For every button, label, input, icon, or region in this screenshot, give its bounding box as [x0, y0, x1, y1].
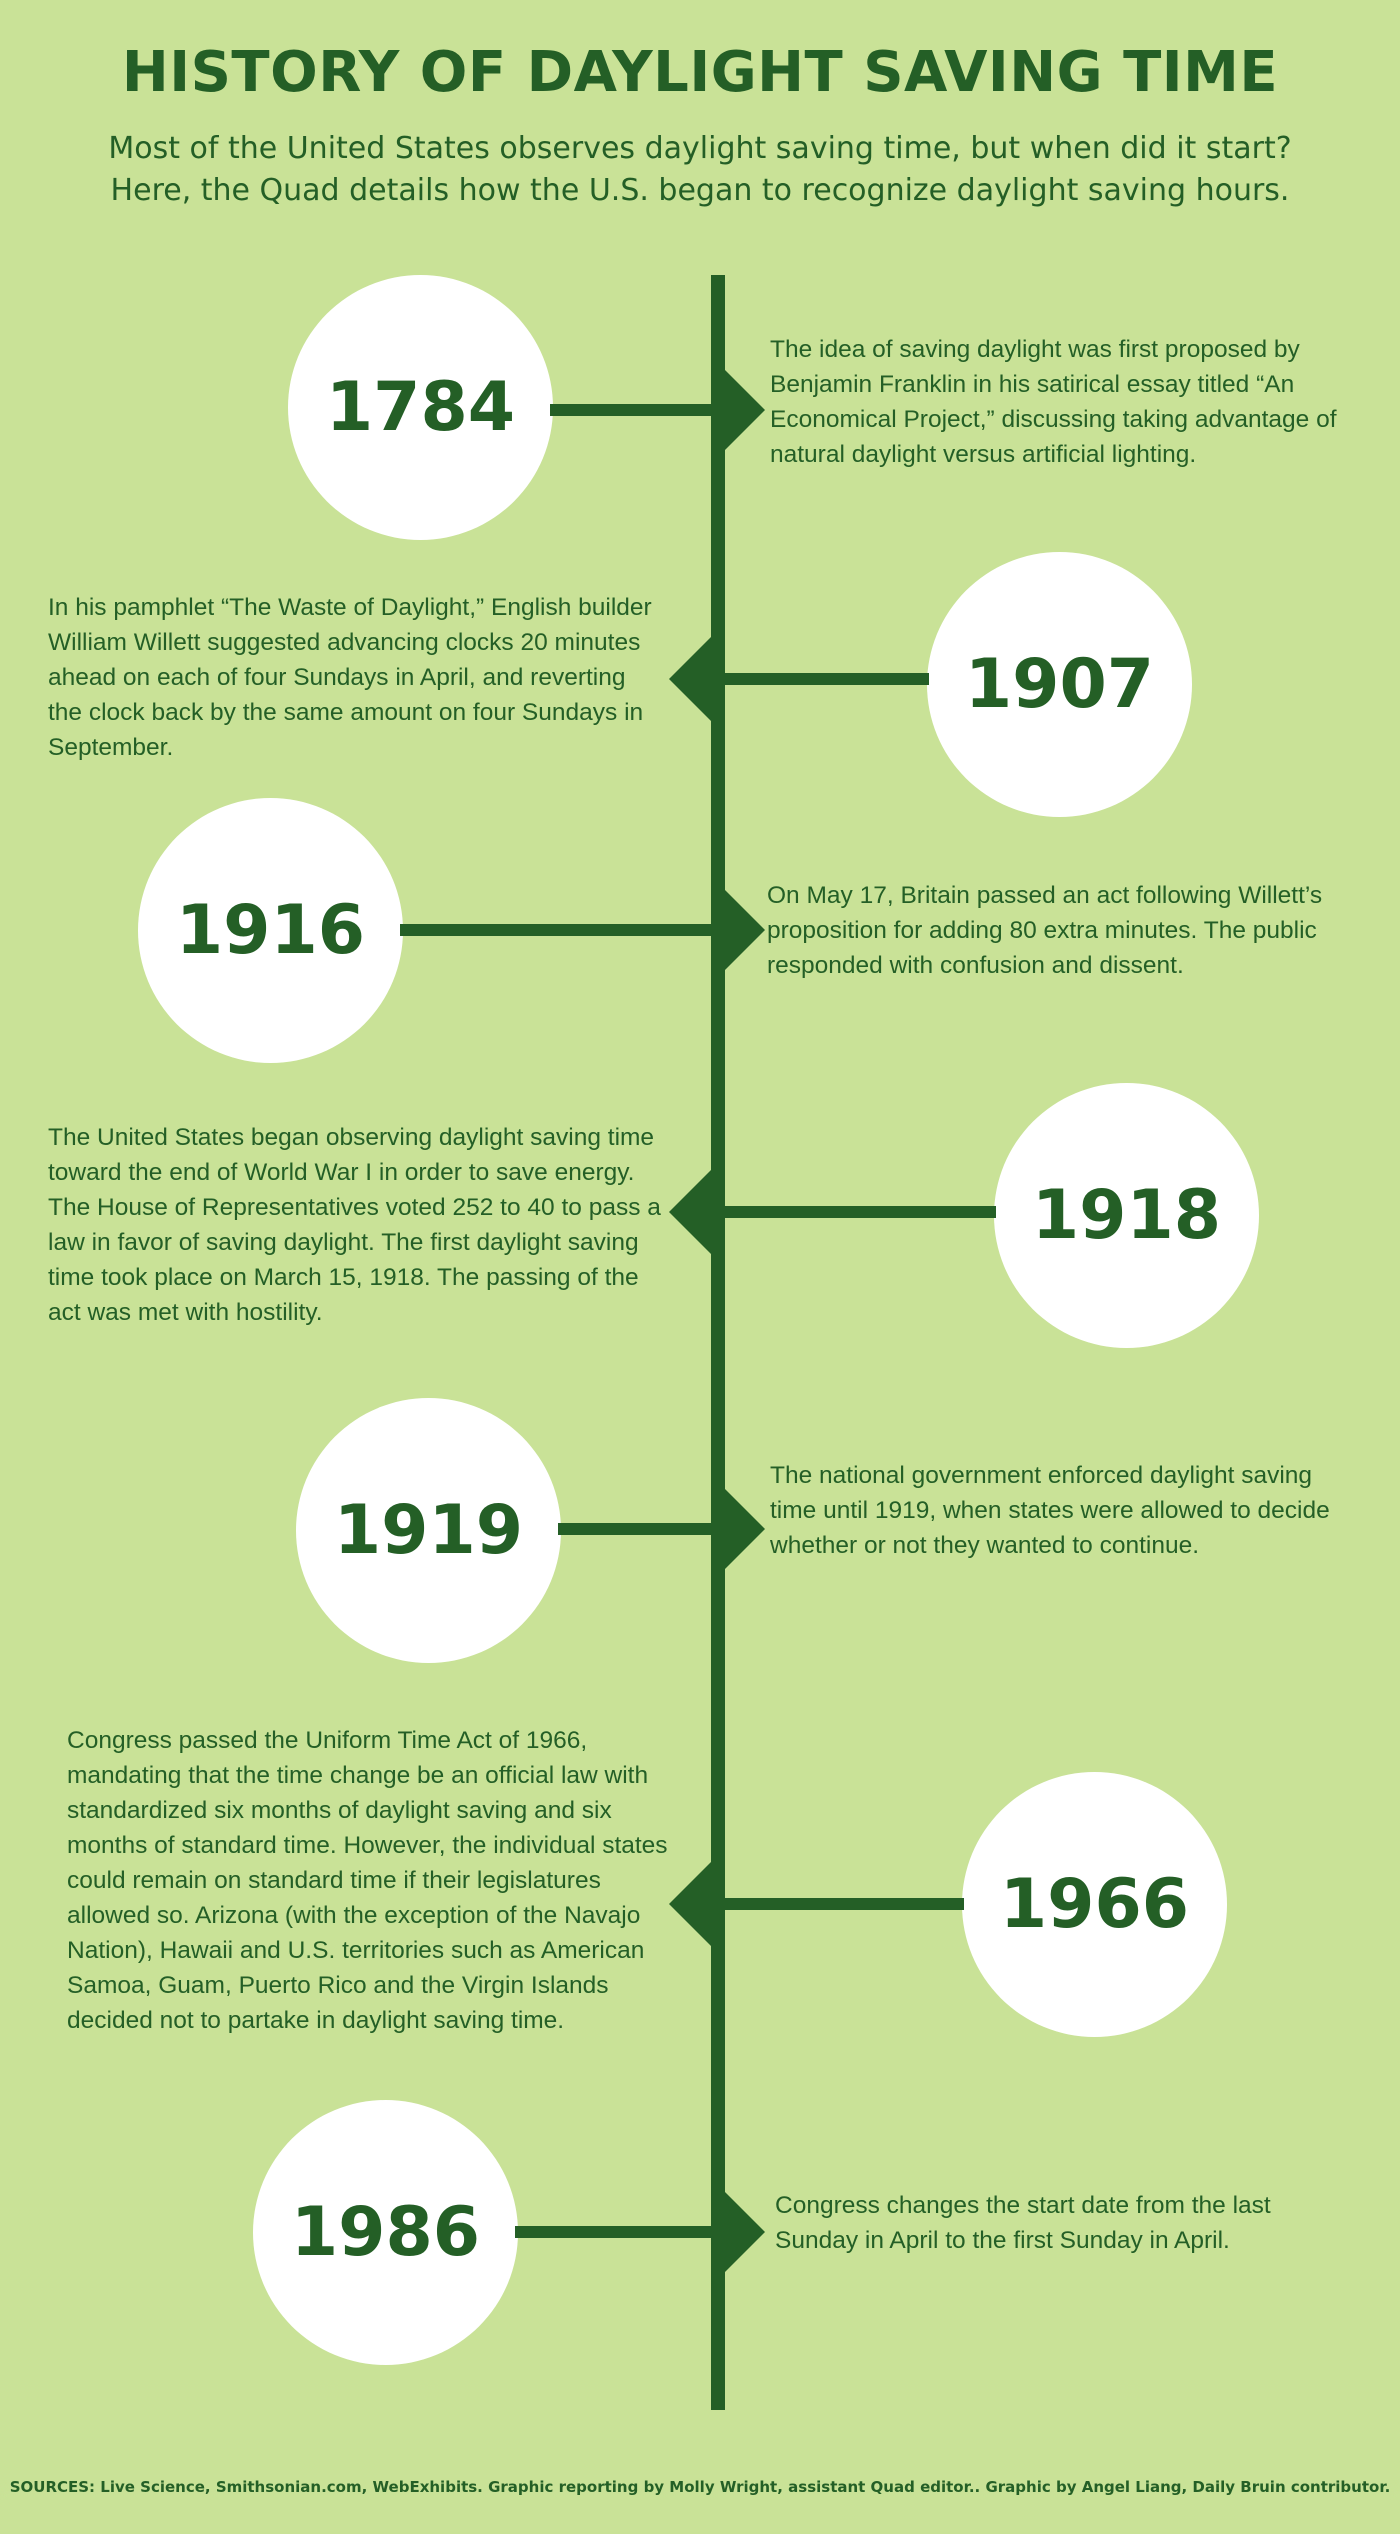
timeline-axis — [711, 275, 725, 2410]
event-description: The United States began observing daylig… — [48, 1124, 661, 1326]
event-description: Congress passed the Uniform Time Act of … — [67, 1727, 668, 2034]
timeline-arrow — [669, 1170, 711, 1254]
year-circle: 1916 — [138, 798, 403, 1063]
subtitle-line: Most of the United States observes dayli… — [108, 131, 1292, 166]
event-description: On May 17, Britain passed an act followi… — [767, 882, 1323, 979]
infographic-subtitle: Most of the United States observes dayli… — [0, 128, 1400, 212]
year-circle: 1966 — [962, 1772, 1227, 2037]
timeline-connector — [400, 924, 713, 936]
year-circle: 1986 — [253, 2100, 518, 2365]
event-description: The national government enforced dayligh… — [770, 1462, 1330, 1559]
year-circle: 1907 — [927, 552, 1192, 817]
event-description: In his pamphlet “The Waste of Daylight,”… — [48, 594, 652, 761]
year-circle: 1918 — [994, 1083, 1259, 1348]
year-label: 1918 — [1031, 1176, 1222, 1255]
event-description: Congress changes the start date from the… — [775, 2192, 1271, 2254]
timeline-connector — [723, 1898, 964, 1910]
year-label: 1986 — [290, 2193, 481, 2272]
year-circle: 1919 — [296, 1398, 561, 1663]
timeline-arrow — [723, 1487, 765, 1571]
timeline-arrow — [669, 1862, 711, 1946]
timeline-connector — [550, 404, 713, 416]
timeline-arrow — [669, 637, 711, 721]
timeline-arrow — [723, 368, 765, 452]
timeline-arrow — [723, 2190, 765, 2274]
year-label: 1966 — [999, 1865, 1190, 1944]
event-description: The idea of saving daylight was first pr… — [770, 336, 1337, 468]
timeline-connector — [723, 1206, 996, 1218]
timeline-connector — [515, 2226, 713, 2238]
infographic-title: HISTORY OF DAYLIGHT SAVING TIME — [121, 40, 1279, 105]
year-label: 1784 — [325, 368, 516, 447]
year-label: 1919 — [333, 1491, 524, 1570]
timeline-connector — [558, 1523, 713, 1535]
year-label: 1907 — [964, 645, 1155, 724]
timeline-connector — [723, 673, 929, 685]
sources-credit: SOURCES: Live Science, Smithsonian.com, … — [9, 2478, 1391, 2496]
year-label: 1916 — [175, 891, 366, 970]
subtitle-line: Here, the Quad details how the U.S. bega… — [110, 173, 1290, 208]
year-circle: 1784 — [288, 275, 553, 540]
timeline-arrow — [723, 888, 765, 972]
